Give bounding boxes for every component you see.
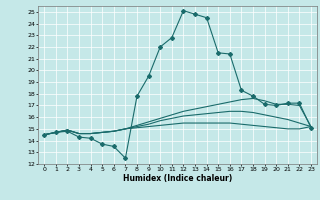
X-axis label: Humidex (Indice chaleur): Humidex (Indice chaleur)	[123, 174, 232, 183]
